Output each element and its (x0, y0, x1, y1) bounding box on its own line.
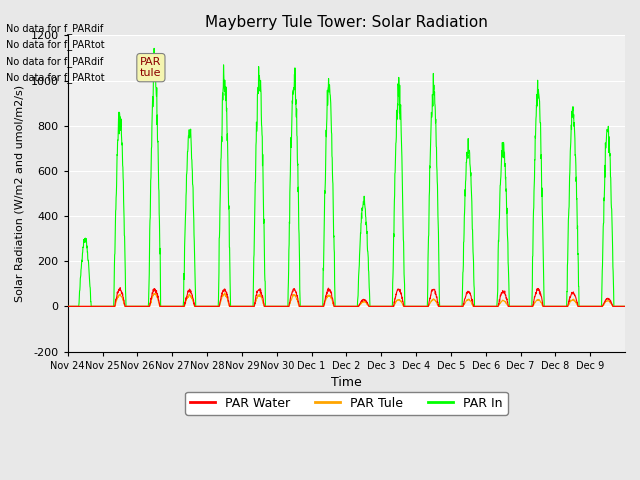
Y-axis label: Solar Radiation (W/m2 and umol/m2/s): Solar Radiation (W/m2 and umol/m2/s) (15, 85, 25, 302)
Text: No data for f_PARdif: No data for f_PARdif (6, 56, 104, 67)
Text: No data for f_PARdif: No data for f_PARdif (6, 23, 104, 34)
Legend: PAR Water, PAR Tule, PAR In: PAR Water, PAR Tule, PAR In (185, 392, 508, 415)
Text: No data for f_PARtot: No data for f_PARtot (6, 39, 105, 50)
Text: PAR
tule: PAR tule (140, 57, 162, 78)
Text: No data for f_PARtot: No data for f_PARtot (6, 72, 105, 83)
X-axis label: Time: Time (331, 376, 362, 389)
Title: Mayberry Tule Tower: Solar Radiation: Mayberry Tule Tower: Solar Radiation (205, 15, 488, 30)
